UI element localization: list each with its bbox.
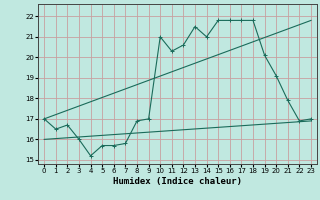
X-axis label: Humidex (Indice chaleur): Humidex (Indice chaleur)	[113, 177, 242, 186]
